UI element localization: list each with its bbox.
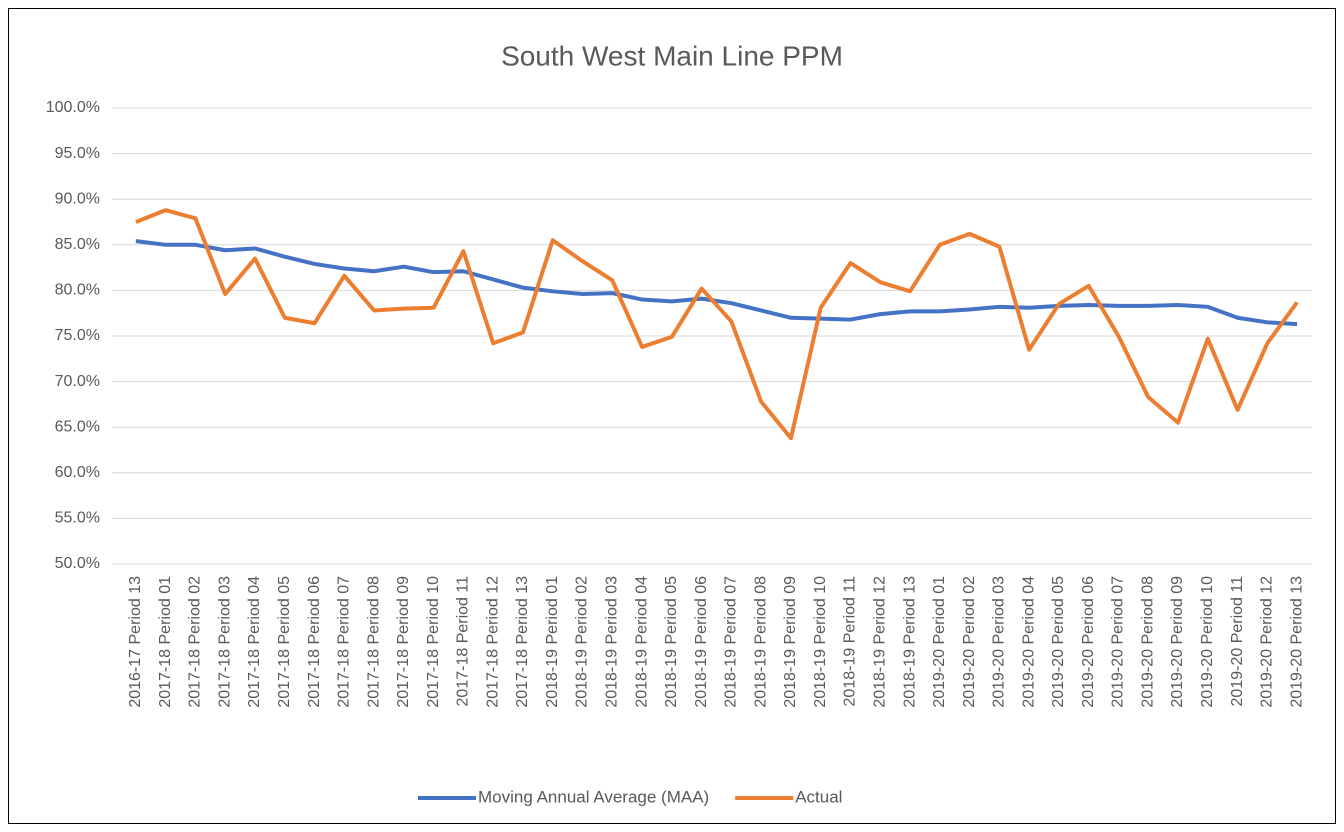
- y-tick-label: 100.0%: [46, 99, 100, 116]
- x-tick-label: 2019-20 Period 01: [931, 576, 948, 708]
- x-tick-label: 2018-19 Period 03: [604, 576, 621, 708]
- x-tick-label: 2018-19 Period 13: [901, 576, 918, 708]
- x-tick-label: 2017-18 Period 12: [484, 576, 501, 708]
- x-tick-label: 2018-19 Period 12: [871, 576, 888, 708]
- y-tick-label: 85.0%: [55, 236, 100, 253]
- x-tick-label: 2018-19 Period 09: [782, 576, 799, 708]
- x-tick-label: 2017-18 Period 10: [425, 576, 442, 708]
- legend-label: Actual: [795, 787, 842, 806]
- y-tick-label: 50.0%: [55, 555, 100, 572]
- y-tick-label: 70.0%: [55, 373, 100, 390]
- line-series: [135, 239, 1298, 327]
- x-tick-label: 2017-18 Period 04: [246, 576, 263, 708]
- x-tick-label: 2017-18 Period 05: [276, 576, 293, 708]
- x-tick-label: 2017-18 Period 06: [306, 576, 323, 708]
- x-tick-label: 2018-19 Period 01: [544, 576, 561, 708]
- y-tick-label: 65.0%: [55, 418, 100, 435]
- x-tick-label: 2018-19 Period 10: [812, 576, 829, 708]
- x-tick-label: 2017-18 Period 09: [395, 576, 412, 708]
- x-tick-label: 2019-20 Period 09: [1169, 576, 1186, 708]
- y-tick-label: 95.0%: [55, 145, 100, 162]
- x-tick-label: 2019-20 Period 05: [1050, 576, 1067, 708]
- x-tick-label: 2018-19 Period 06: [693, 576, 710, 708]
- line-series: [135, 208, 1299, 441]
- x-tick-label: 2017-18 Period 02: [187, 576, 204, 708]
- y-tick-label: 80.0%: [55, 282, 100, 299]
- x-tick-label: 2018-19 Period 07: [723, 576, 740, 708]
- x-tick-label: 2019-20 Period 13: [1288, 576, 1305, 708]
- x-tick-label: 2019-20 Period 08: [1139, 576, 1156, 708]
- x-tick-label: 2018-19 Period 08: [752, 576, 769, 708]
- y-tick-label: 75.0%: [55, 327, 100, 344]
- x-tick-label: 2019-20 Period 07: [1110, 576, 1127, 708]
- y-tick-label: 90.0%: [55, 190, 100, 207]
- x-tick-label: 2017-18 Period 03: [216, 576, 233, 708]
- x-tick-label: 2018-19 Period 11: [842, 576, 859, 707]
- x-tick-label: 2019-20 Period 02: [961, 576, 978, 708]
- y-tick-label: 55.0%: [55, 510, 100, 527]
- x-tick-label: 2017-18 Period 13: [514, 576, 531, 708]
- x-tick-label: 2017-18 Period 01: [157, 576, 174, 708]
- x-tick-label: 2019-20 Period 12: [1259, 576, 1276, 708]
- x-tick-label: 2018-19 Period 05: [663, 576, 680, 708]
- x-tick-label: 2017-18 Period 11: [455, 576, 472, 707]
- y-tick-label: 60.0%: [55, 464, 100, 481]
- x-tick-label: 2019-20 Period 03: [991, 576, 1008, 708]
- x-tick-label: 2018-19 Period 04: [633, 576, 650, 708]
- x-tick-label: 2019-20 Period 04: [1020, 576, 1037, 708]
- x-tick-label: 2017-18 Period 08: [365, 576, 382, 708]
- x-tick-label: 2016-17 Period 13: [127, 576, 144, 708]
- x-tick-label: 2019-20 Period 11: [1229, 576, 1246, 707]
- x-tick-label: 2019-20 Period 10: [1199, 576, 1216, 708]
- x-tick-label: 2018-19 Period 02: [574, 576, 591, 708]
- x-tick-label: 2019-20 Period 06: [1080, 576, 1097, 708]
- x-tick-label: 2017-18 Period 07: [336, 576, 353, 708]
- legend-label: Moving Annual Average (MAA): [478, 787, 709, 806]
- chart-title: South West Main Line PPM: [501, 40, 843, 71]
- chart-border: [8, 8, 1336, 824]
